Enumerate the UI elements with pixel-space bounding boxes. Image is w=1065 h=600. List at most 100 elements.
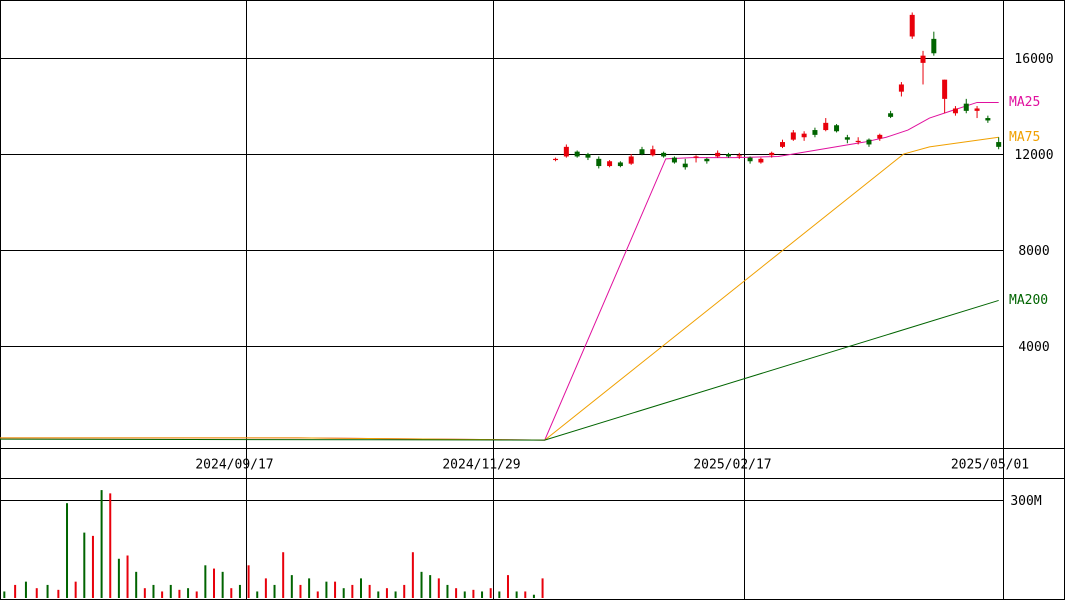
volume-bar (377, 591, 380, 598)
volume-bar (506, 575, 509, 598)
candle-body (931, 38, 937, 54)
volume-bar (35, 588, 38, 598)
candle-body (942, 79, 948, 99)
volume-bar (403, 584, 406, 598)
volume-bar (221, 571, 224, 598)
y-tick-label: 300M (1010, 494, 1041, 509)
x-tick-label: 2025/02/17 (693, 458, 771, 473)
volume-bar (524, 591, 527, 598)
volume-bar (256, 591, 259, 598)
y-tick-label: 8000 (1018, 244, 1049, 259)
volume-bar (541, 578, 544, 598)
volume-bar (515, 591, 518, 598)
volume-bar (273, 584, 276, 598)
candle-body (769, 152, 775, 156)
candle-body (628, 156, 634, 164)
volume-bar (24, 581, 27, 598)
candle-body (650, 149, 656, 156)
volume-bar (437, 578, 440, 598)
x-tick-label: 2025/05/01 (951, 458, 1029, 473)
candle-body (563, 146, 569, 157)
volume-bar (91, 535, 94, 598)
volume-bar (74, 581, 77, 598)
volume-bar (83, 532, 86, 598)
volume-bar (316, 591, 319, 598)
volume-bar (213, 568, 216, 598)
ma-line (0, 101, 999, 441)
candle-body (985, 118, 991, 121)
volume-bar (334, 581, 337, 598)
x-tick-label: 2024/09/17 (195, 458, 273, 473)
volume-bar (368, 584, 371, 598)
candle-body (855, 140, 861, 143)
candle-body (725, 154, 731, 157)
candle-body (553, 158, 559, 161)
volume-bar (169, 584, 172, 598)
volume-bar (66, 503, 69, 598)
volume-bar (100, 490, 103, 598)
volume-bar (152, 584, 155, 598)
volume-bar (532, 594, 535, 598)
volume-bar (264, 578, 267, 598)
candle-body (823, 122, 829, 131)
volume-bar (3, 591, 6, 598)
candle-body (888, 113, 894, 117)
candle-body (801, 133, 807, 138)
volume-bar (351, 584, 354, 598)
volume-bar (57, 589, 60, 598)
candle-body (704, 158, 710, 162)
volume-bar (117, 558, 120, 598)
volume-bar (230, 588, 233, 598)
candle-body (909, 14, 915, 37)
volume-bar (135, 571, 138, 598)
volume-bar (411, 552, 414, 598)
candle-body (607, 161, 613, 167)
volume-bar (446, 584, 449, 598)
volume-bar (204, 565, 207, 598)
volume-bar (143, 588, 146, 598)
volume-bar (472, 589, 475, 598)
volume-bar (126, 555, 129, 598)
volume-bar (481, 591, 484, 598)
candle-body (834, 125, 840, 132)
volume-bar (394, 591, 397, 598)
candle-body (996, 142, 1002, 147)
candle-body (866, 139, 872, 145)
volume-bar (299, 584, 302, 598)
volume-bar (187, 588, 190, 598)
volume-bar (195, 591, 198, 598)
candle-body (682, 163, 688, 168)
candle-body (877, 134, 883, 139)
x-tick-label: 2024/11/29 (442, 458, 520, 473)
volume-bar (238, 584, 241, 598)
volume-bar (308, 578, 311, 598)
volume-bar (489, 588, 492, 598)
candle-body (844, 137, 850, 140)
volume-bar (290, 575, 293, 598)
candle-body (952, 108, 958, 114)
candle-body (617, 162, 623, 167)
volume-bar (420, 571, 423, 598)
ma-line (0, 136, 999, 441)
legend-label: MA25 (1009, 95, 1040, 110)
volume-bar (429, 575, 432, 598)
volume-bar (325, 581, 328, 598)
volume-bar (455, 588, 458, 598)
volume-bar (46, 584, 49, 598)
volume-bar (463, 591, 466, 598)
candle-body (596, 158, 602, 167)
candle-body (747, 157, 753, 162)
candle-body (920, 55, 926, 63)
candle-body (715, 152, 721, 157)
candle-body (898, 84, 904, 92)
candle-body (758, 158, 764, 163)
legend-label: MA75 (1009, 130, 1040, 145)
volume-bar (178, 589, 181, 598)
volume-bar (359, 578, 362, 598)
volume-bar (498, 591, 501, 598)
candle-body (963, 103, 969, 111)
candle-body (585, 154, 591, 158)
candle-body (812, 130, 818, 135)
candle-body (693, 156, 699, 158)
